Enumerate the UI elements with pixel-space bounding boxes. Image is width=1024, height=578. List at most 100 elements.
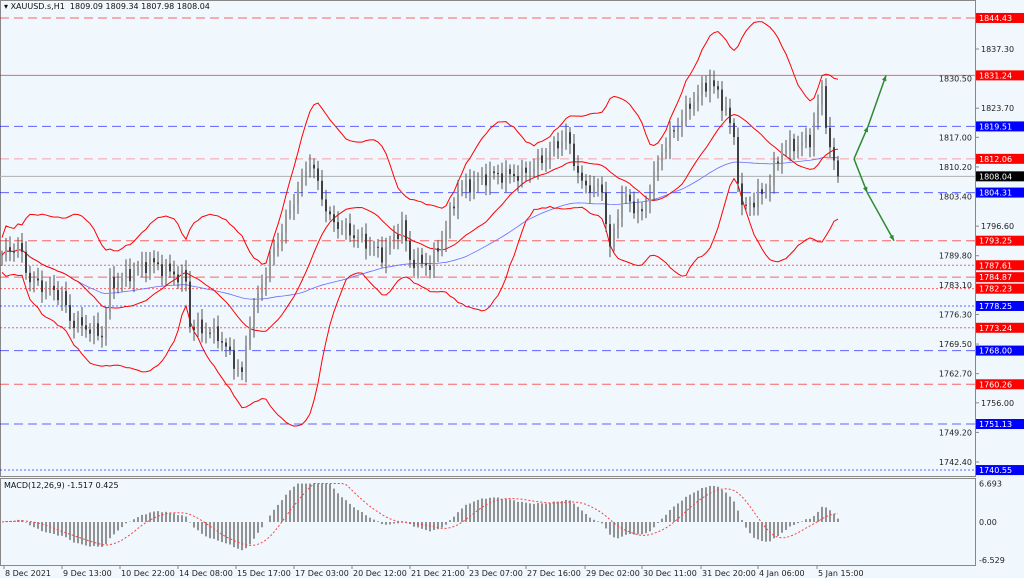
- price-bar-body: [749, 202, 751, 206]
- price-bar-body: [573, 143, 575, 167]
- price-bar-body: [93, 323, 95, 334]
- price-level-tag: [976, 153, 1024, 164]
- price-bar-body: [757, 189, 759, 208]
- price-bar-body: [349, 223, 351, 236]
- price-bar-body: [341, 228, 343, 230]
- y-tick-label: 1756.00: [981, 399, 1014, 408]
- macd-label: MACD(12,26,9) -1.517 0.425: [4, 481, 119, 490]
- price-bar-body: [713, 80, 715, 87]
- price-bar-body: [737, 137, 739, 184]
- price-bar-body: [21, 243, 23, 252]
- price-bar-body: [509, 169, 511, 174]
- price-bar-body: [5, 247, 7, 255]
- price-level-label: 1751.13: [979, 420, 1012, 429]
- price-bar-body: [141, 262, 143, 268]
- price-bar-body: [821, 86, 823, 105]
- y-tick-label: 1830.50: [939, 75, 972, 84]
- price-level-tag: [976, 272, 1024, 283]
- price-bar-body: [377, 246, 379, 248]
- price-bar-body: [733, 123, 735, 138]
- price-bar-body: [693, 102, 695, 109]
- price-bar-body: [581, 172, 583, 181]
- price-bar-body: [249, 327, 251, 346]
- price-bar-body: [717, 86, 719, 90]
- price-bar-body: [97, 323, 99, 336]
- x-tick-label: 14 Dec 08:00: [179, 569, 233, 578]
- x-tick-label: 17 Dec 03:00: [295, 569, 349, 578]
- x-tick-label: 29 Dec 02:00: [586, 569, 640, 578]
- price-bar-body: [129, 269, 131, 282]
- price-bar-body: [609, 224, 611, 247]
- price-level-label: 1844.43: [979, 14, 1012, 23]
- price-level-tag: [976, 300, 1024, 311]
- price-bar-body: [645, 202, 647, 212]
- price-bar-body: [9, 247, 11, 252]
- price-bar-body: [665, 148, 667, 153]
- price-bar-body: [149, 258, 151, 273]
- price-bar-body: [817, 104, 819, 123]
- price-bar-body: [709, 80, 711, 92]
- price-bar-body: [309, 164, 311, 172]
- price-bar-body: [45, 286, 47, 293]
- price-level-label: 1773.24: [979, 324, 1012, 333]
- price-level-tag: [976, 345, 1024, 356]
- price-bar-body: [741, 183, 743, 205]
- y-tick-label: 1796.60: [981, 222, 1014, 231]
- price-bar-body: [17, 243, 19, 252]
- x-tick-label: 21 Dec 21:00: [411, 569, 465, 578]
- price-bar-body: [533, 168, 535, 172]
- x-tick-label: 30 Dec 11:00: [643, 569, 697, 578]
- price-bar-body: [181, 270, 183, 283]
- price-bar-body: [85, 325, 87, 330]
- y-tick-label: 1783.10: [939, 281, 972, 290]
- price-bar-body: [777, 161, 779, 164]
- price-bar-body: [449, 206, 451, 230]
- price-bar-body: [281, 232, 283, 244]
- price-level-label: 1782.23: [979, 285, 1012, 294]
- price-bar-body: [785, 150, 787, 152]
- price-bar-body: [361, 233, 363, 237]
- symbol-label: XAUUSD.s,H1: [10, 2, 65, 11]
- price-bar-body: [721, 89, 723, 111]
- price-bars: [1, 69, 839, 383]
- price-level-label: 1740.55: [979, 466, 1012, 475]
- price-bar-body: [761, 189, 763, 194]
- forecast-arrow-line: [867, 75, 887, 127]
- price-bar-body: [641, 209, 643, 212]
- price-level-tag: [976, 187, 1024, 198]
- price-bar-body: [165, 263, 167, 277]
- price-bar-body: [389, 240, 391, 248]
- price-bar-body: [441, 241, 443, 252]
- price-level-tag: [976, 171, 1024, 182]
- price-bar-body: [569, 132, 571, 144]
- price-level-label: 1819.51: [979, 122, 1012, 131]
- y-tick-label: 1837.30: [981, 45, 1014, 54]
- price-bar-body: [517, 175, 519, 181]
- price-bar-body: [673, 130, 675, 132]
- price-bar-body: [173, 271, 175, 275]
- price-bar-body: [409, 240, 411, 260]
- price-bar-body: [697, 95, 699, 103]
- price-bar-body: [393, 234, 395, 241]
- bollinger-upper-band: [1, 21, 839, 265]
- forecast-arrow-line: [866, 192, 895, 242]
- price-bar-body: [529, 171, 531, 173]
- price-bar-body: [629, 194, 631, 202]
- price-bar-body: [797, 145, 799, 152]
- price-bar-body: [109, 276, 111, 312]
- price-bar-body: [809, 134, 811, 148]
- price-bar-body: [505, 169, 507, 183]
- price-bar-body: [605, 192, 607, 225]
- price-bar-body: [81, 317, 83, 326]
- price-bar-body: [401, 220, 403, 239]
- price-bar-body: [125, 269, 127, 278]
- price-bar-body: [689, 103, 691, 109]
- y-tick-label: 1776.30: [939, 310, 972, 319]
- x-tick-label: 4 Jan 06:00: [759, 569, 805, 578]
- price-level-label: 1804.31: [979, 189, 1012, 198]
- price-bar-body: [549, 151, 551, 159]
- price-bar-body: [305, 171, 307, 175]
- price-bar-body: [385, 247, 387, 263]
- price-bar-body: [561, 141, 563, 149]
